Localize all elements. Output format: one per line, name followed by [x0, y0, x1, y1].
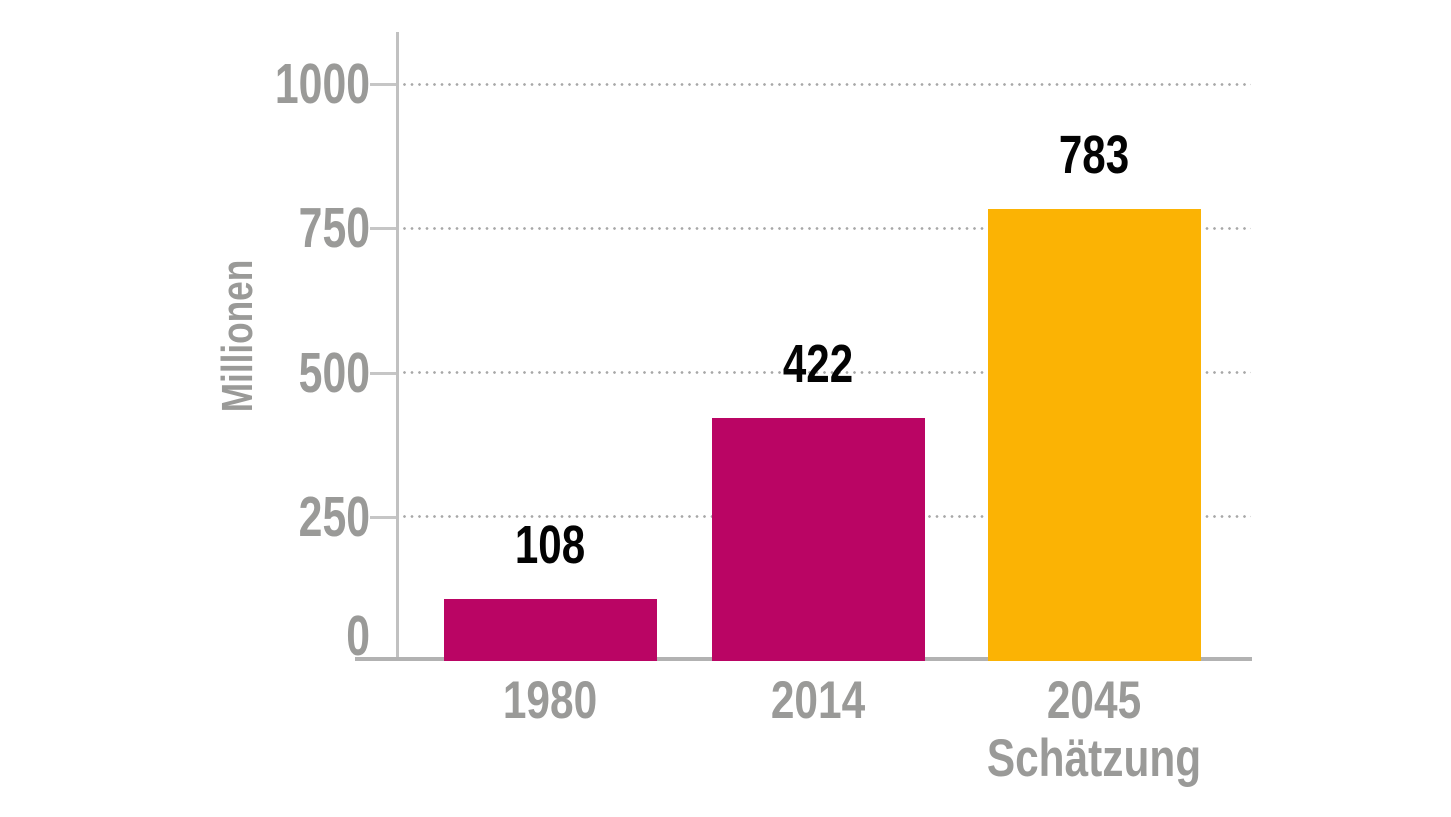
y-tick-250	[370, 515, 397, 519]
y-tick-1000	[370, 83, 397, 86]
bar-value-label-2014: 422	[782, 333, 854, 394]
x-axis-label-year: 2014	[770, 671, 866, 730]
x-axis-label-1980: 1980	[390, 672, 710, 730]
y-tick-label-500: 500	[298, 340, 370, 405]
gridline-500	[403, 371, 1251, 374]
x-axis-label-year: 1980	[502, 671, 598, 730]
bar-2045	[987, 209, 1201, 661]
gridline-750	[403, 226, 1251, 230]
x-axis-label-2045: 2045 Schätzung	[934, 672, 1254, 788]
bar-value-label-2045: 783	[1058, 125, 1130, 186]
y-axis-line	[396, 32, 399, 660]
y-tick-label-250: 250	[298, 484, 370, 549]
gridline-1000	[403, 82, 1251, 86]
y-tick-label-0: 0	[346, 604, 370, 668]
y-tick-750	[370, 227, 397, 231]
bar-value-label-1980: 108	[514, 514, 586, 575]
y-tick-label-750: 750	[298, 196, 370, 261]
x-axis-label-sublabel: Schätzung	[986, 729, 1202, 788]
y-tick-500	[370, 371, 397, 375]
y-tick-label-1000: 1000	[274, 52, 370, 116]
x-axis-label-year: 2045	[1046, 671, 1142, 730]
x-axis-label-2014: 2014	[658, 672, 978, 730]
bar-1980	[443, 598, 657, 661]
bar-2014	[711, 417, 925, 661]
